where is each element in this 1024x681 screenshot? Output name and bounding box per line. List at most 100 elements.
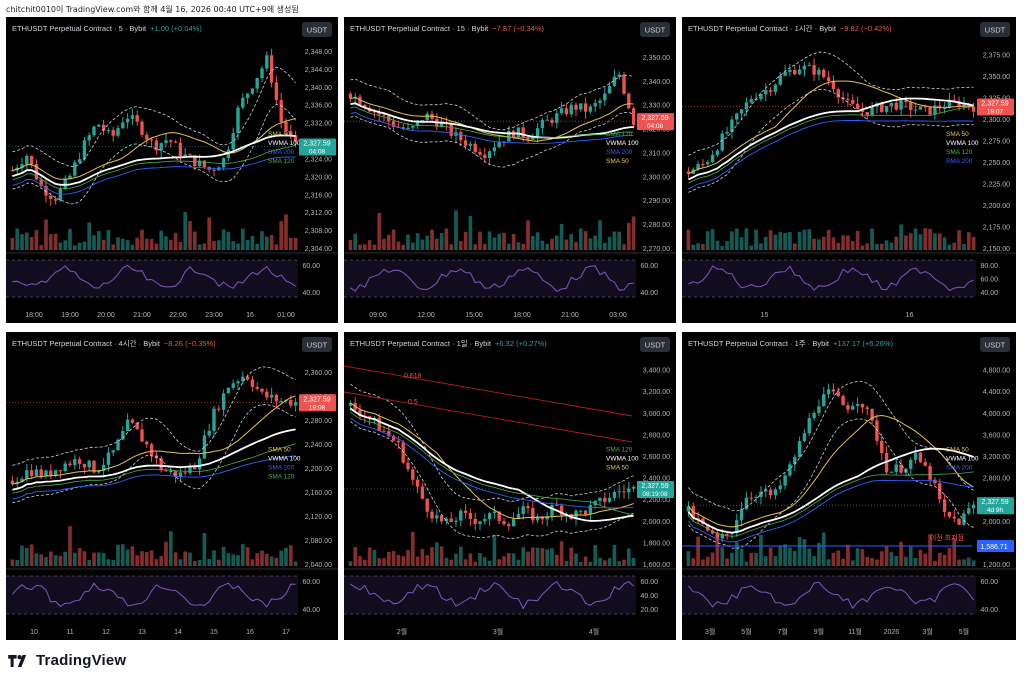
candle-body: [420, 486, 425, 499]
candle-body: [202, 160, 207, 167]
price-tick-label: 2,275.00: [983, 139, 1010, 146]
candle-body: [710, 530, 715, 534]
volume-bar: [463, 231, 468, 250]
volume-bar: [39, 554, 44, 566]
candle-body: [73, 459, 77, 465]
volume-bar: [865, 243, 870, 250]
volume-bar: [631, 557, 636, 566]
volume-bar: [482, 243, 487, 250]
volume-bar: [583, 556, 588, 566]
volume-bar: [245, 239, 250, 250]
chart-interval: 4시간: [119, 338, 137, 348]
volume-bar: [923, 228, 928, 250]
volume-bar: [831, 552, 836, 566]
volume-bar: [730, 552, 734, 566]
vwma100-line: [12, 134, 296, 186]
candle-body: [588, 106, 593, 112]
candle-body: [860, 403, 865, 408]
volume-bar: [734, 542, 739, 566]
price-tick-label: 2,300.00: [983, 117, 1010, 124]
price-tick-label: 3,200.00: [643, 389, 670, 396]
candle-body: [497, 511, 501, 522]
volume-bar: [957, 230, 961, 250]
volume-bar: [120, 544, 125, 566]
vwma100-line: [687, 447, 974, 534]
volume-bar: [817, 239, 821, 250]
volume-bar: [705, 556, 710, 566]
volume-bar: [236, 243, 240, 250]
volume-bar: [362, 559, 367, 566]
time-tick-label: 7월: [777, 627, 787, 636]
candle-body: [265, 55, 269, 69]
volume-bar: [415, 233, 420, 250]
volume-bar: [264, 236, 269, 250]
volume-bar: [10, 559, 15, 566]
volume-bar: [802, 539, 807, 566]
price-tick-label: 2,800.00: [983, 476, 1010, 483]
candle-body: [25, 470, 29, 479]
volume-bar: [725, 241, 729, 250]
chart-panel-1: 2,352.002,348.002,344.002,340.002,336.00…: [6, 17, 338, 323]
candle-body: [545, 516, 549, 520]
candle-body: [415, 479, 420, 487]
title-separator: ·: [112, 24, 119, 33]
candle-body: [241, 97, 245, 108]
volume-bar: [72, 245, 77, 250]
ma-legend-label: SMA 50: [946, 131, 969, 138]
candle-body: [406, 127, 410, 129]
volume-bar: [792, 243, 797, 250]
candle-body: [197, 458, 202, 470]
candle-body: [913, 452, 918, 460]
time-tick-label: 16: [906, 312, 914, 319]
last-price-value: 2,327.59: [303, 141, 330, 148]
candle-body: [507, 524, 511, 527]
volume-bar: [173, 552, 178, 566]
time-tick-label: 21:00: [133, 312, 151, 319]
volume-bar: [812, 556, 816, 566]
candle-body: [826, 77, 831, 81]
price-tick-label: 2,150.00: [983, 246, 1010, 253]
price-tick-label: 4,000.00: [983, 411, 1010, 418]
volume-bar: [607, 558, 612, 566]
volume-bar: [401, 556, 406, 566]
last-price-badge: [299, 394, 336, 412]
currency-label: USDT: [307, 26, 328, 35]
candle-body: [463, 510, 468, 513]
candle-body: [406, 462, 410, 470]
volume-bar: [860, 549, 865, 566]
volume-bar: [82, 241, 87, 250]
vwma100-line: [349, 407, 634, 522]
candle-body: [82, 140, 87, 160]
candle-body: [588, 505, 593, 515]
candle-body: [125, 419, 130, 431]
chart-interval: 15: [457, 24, 465, 33]
candle-body: [773, 489, 778, 496]
rsi-line: [350, 265, 634, 293]
volume-bar: [260, 550, 264, 566]
volume-bar: [942, 554, 947, 566]
volume-bar: [826, 559, 831, 566]
bar-countdown: 04:08: [647, 123, 664, 130]
chart-title: ETHUSDT Perpetual Contract · 5 · Bybit +1…: [12, 24, 202, 33]
candle-body: [169, 470, 173, 472]
volume-bar: [913, 228, 918, 250]
candle-body: [269, 394, 274, 398]
candle-body: [802, 433, 807, 442]
time-tick-label: 2월: [397, 627, 407, 636]
candle-body: [63, 178, 67, 189]
currency-label: USDT: [645, 341, 666, 350]
volume-bar: [502, 232, 506, 250]
volume-bar: [140, 229, 144, 250]
candle-body: [231, 383, 235, 388]
candle-body: [739, 509, 744, 521]
candle-body: [164, 140, 168, 144]
volume-bar: [904, 556, 908, 566]
candle-body: [454, 520, 458, 522]
volume-bar: [899, 541, 903, 566]
rsi-line: [688, 265, 974, 292]
volume-bar: [578, 561, 583, 566]
volume-bar: [516, 242, 521, 250]
sma120-line: [350, 411, 634, 516]
candle-body: [217, 408, 221, 410]
rsi-tick-label: 40.00: [980, 607, 998, 614]
